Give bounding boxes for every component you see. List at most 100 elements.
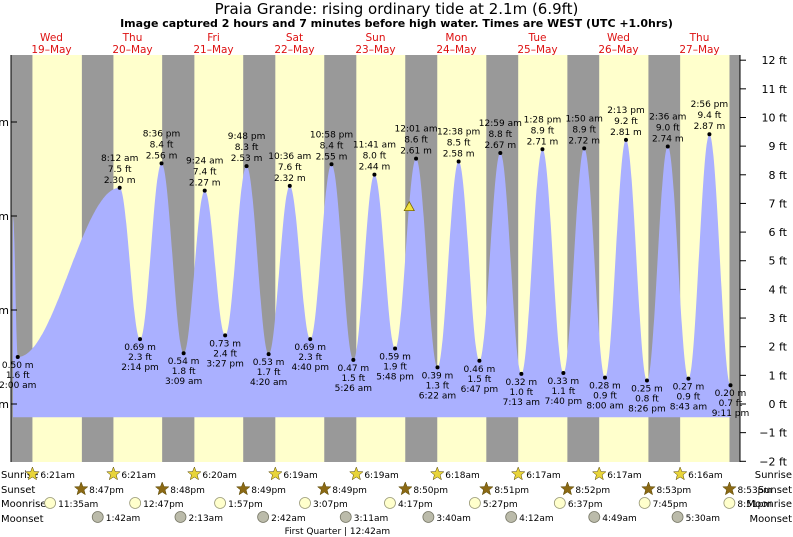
tide-point	[244, 164, 249, 169]
tide-labels: 0.50 m1.6 ft2:00 am 8:12 am7.5 ft2.30 m 0.…	[0, 100, 749, 419]
tide-time: 5:48 pm	[376, 373, 414, 383]
moonrise-icon	[214, 497, 226, 509]
row-label-moonset-left: Moonset	[1, 514, 44, 525]
row-label-moonrise-left: Moonrise	[1, 499, 46, 510]
tide-ft: 1.8 ft	[172, 367, 196, 377]
tide-m: 0.47 m	[338, 364, 370, 374]
tide-ft: 0.8 ft	[635, 395, 659, 405]
sunrise-time: 6:20am	[202, 471, 237, 481]
tide-point	[202, 188, 207, 193]
tide-time: 4:40 pm	[291, 363, 329, 373]
y-tick-label-m: 0 m	[0, 398, 9, 411]
day-weekday: Fri	[207, 32, 220, 44]
moonrise-time: 6:37pm	[568, 500, 603, 510]
moonrise-time: 11:35am	[58, 500, 98, 510]
moonrise-time: 12:47pm	[143, 500, 183, 510]
tide-time: 9:24 am	[186, 157, 223, 167]
tide-time: 4:20 am	[250, 378, 287, 388]
tide-point	[582, 146, 587, 151]
sunrise-time: 6:18am	[445, 471, 480, 481]
tide-point	[623, 137, 628, 142]
tide-m: 0.32 m	[506, 378, 538, 388]
sunset-icon	[398, 481, 413, 496]
tide-time: 2:14 pm	[121, 363, 159, 373]
moonrise-icon	[468, 497, 481, 509]
sunset-time: 8:49pm	[332, 486, 367, 496]
moonrise-icon	[44, 497, 56, 509]
tide-m: 0.28 m	[589, 382, 621, 392]
y-tick-label-m: 3 m	[0, 116, 9, 129]
moonset-icon	[422, 511, 435, 523]
moonrise-time: 1:57pm	[228, 500, 263, 510]
tide-ft: 1.0 ft	[509, 388, 533, 398]
tide-ft: 8.6 ft	[404, 136, 428, 146]
tide-ft: 8.4 ft	[150, 140, 174, 150]
sunrise-icon	[510, 466, 526, 481]
y-tick-label-m: 2 m	[0, 210, 9, 223]
tide-ft: 8.9 ft	[572, 125, 596, 135]
y-tick-label-ft: 8 ft	[769, 169, 788, 182]
moonset-icon	[671, 511, 684, 523]
moonrise-icon	[553, 497, 566, 509]
current-tide-marker	[403, 200, 415, 212]
day-weekday: Thu	[122, 32, 143, 44]
tide-point	[414, 156, 419, 161]
row-label-moonset-right: Moonset	[750, 514, 793, 525]
tide-ft: 2.3 ft	[128, 353, 152, 363]
tide-point	[15, 355, 20, 359]
tide-point	[372, 172, 377, 177]
tide-ft: 2.4 ft	[213, 349, 237, 359]
tide-m: 2.27 m	[189, 179, 221, 189]
tide-point	[456, 159, 461, 164]
moonrise-time: 7:45pm	[653, 500, 688, 510]
tide-m: 2.32 m	[274, 174, 306, 184]
tide-time: 8:00 am	[586, 402, 623, 412]
tide-ft: 8.0 ft	[363, 152, 387, 162]
tide-m: 2.87 m	[694, 122, 726, 132]
tide-point	[435, 365, 440, 370]
tide-m: 0.39 m	[422, 371, 454, 381]
sunrise-icon	[106, 466, 121, 481]
chart-title: Praia Grande: rising ordinary tide at 2.…	[214, 0, 579, 18]
day-date: 21–May	[193, 44, 233, 56]
moonset-time: 3:40am	[436, 514, 471, 524]
y-tick-label-ft: 11 ft	[762, 83, 788, 96]
y-tick-label-ft: 5 ft	[769, 255, 788, 268]
tide-point	[728, 383, 733, 388]
moonset-icon	[588, 511, 601, 523]
y-tick-label-ft: 0 ft	[769, 398, 788, 411]
tide-ft: 1.5 ft	[341, 374, 365, 384]
sunset-icon	[73, 481, 89, 496]
tide-m: 0.33 m	[548, 377, 580, 387]
day-date: 26–May	[598, 44, 638, 56]
tide-m: 0.69 m	[124, 343, 156, 353]
tide-point	[351, 357, 356, 362]
day-weekday: Sun	[366, 32, 386, 44]
tide-ft: 8.3 ft	[235, 143, 259, 153]
tide-ft: 1.1 ft	[552, 387, 576, 397]
sunset-icon	[479, 481, 494, 496]
moon-phase-note: First Quarter | 12:42am	[285, 527, 391, 537]
sunrise-time: 6:21am	[40, 471, 75, 481]
moonset-icon	[257, 511, 270, 523]
sunset-icon	[560, 481, 575, 496]
tide-m: 0.69 m	[294, 343, 326, 353]
tide-ft: 1.6 ft	[6, 371, 30, 381]
tide-m: 0.27 m	[673, 383, 705, 393]
tide-ft: 7.5 ft	[108, 165, 132, 175]
day-date: 25–May	[517, 44, 557, 56]
day-date: 27–May	[679, 44, 719, 56]
tide-point	[603, 375, 607, 380]
tide-m: 0.54 m	[168, 357, 200, 367]
tide-curve	[13, 134, 731, 418]
y-tick-label-ft: 6 ft	[769, 226, 788, 239]
sunrise-time: 6:17am	[526, 471, 561, 481]
tide-m: 2.44 m	[359, 163, 391, 173]
tide-time: 7:40 pm	[545, 397, 583, 407]
tide-time: 2:36 am	[649, 112, 686, 122]
tide-ft: 8.8 ft	[488, 130, 512, 140]
tide-time: 2:56 pm	[691, 100, 729, 110]
sunrise-icon	[429, 466, 445, 481]
tide-m: 2.81 m	[610, 128, 642, 138]
moonset-time: 5:30am	[686, 514, 721, 524]
